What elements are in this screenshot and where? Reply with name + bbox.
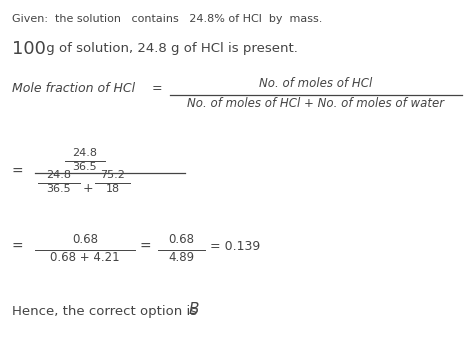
Text: B: B <box>189 302 200 317</box>
Text: =: = <box>12 240 24 254</box>
Text: = 0.139: = 0.139 <box>210 240 260 253</box>
Text: 0.68 + 4.21: 0.68 + 4.21 <box>50 251 120 264</box>
Text: +: + <box>83 182 94 195</box>
Text: 18: 18 <box>105 184 119 194</box>
Text: Mole fraction of HCl: Mole fraction of HCl <box>12 82 135 95</box>
Text: No. of moles of HCl: No. of moles of HCl <box>259 77 373 90</box>
Text: g of solution, 24.8 g of HCl is present.: g of solution, 24.8 g of HCl is present. <box>42 42 298 55</box>
Text: 36.5: 36.5 <box>46 184 71 194</box>
Text: No. of moles of HCl + No. of moles of water: No. of moles of HCl + No. of moles of wa… <box>187 97 445 110</box>
Text: 36.5: 36.5 <box>73 162 97 172</box>
Text: =: = <box>12 165 24 179</box>
Text: Given:  the solution   contains   24.8% of HCl  by  mass.: Given: the solution contains 24.8% of HC… <box>12 14 322 24</box>
Text: Hence, the correct option is: Hence, the correct option is <box>12 305 201 318</box>
Text: 0.68: 0.68 <box>72 233 98 246</box>
Text: 0.68: 0.68 <box>168 233 194 246</box>
Text: 75.2: 75.2 <box>100 170 125 180</box>
Text: 24.8: 24.8 <box>73 148 98 158</box>
Text: 100: 100 <box>12 40 46 58</box>
Text: =: = <box>140 240 152 254</box>
Text: 4.89: 4.89 <box>168 251 194 264</box>
Text: 24.8: 24.8 <box>46 170 72 180</box>
Text: =: = <box>148 82 163 95</box>
